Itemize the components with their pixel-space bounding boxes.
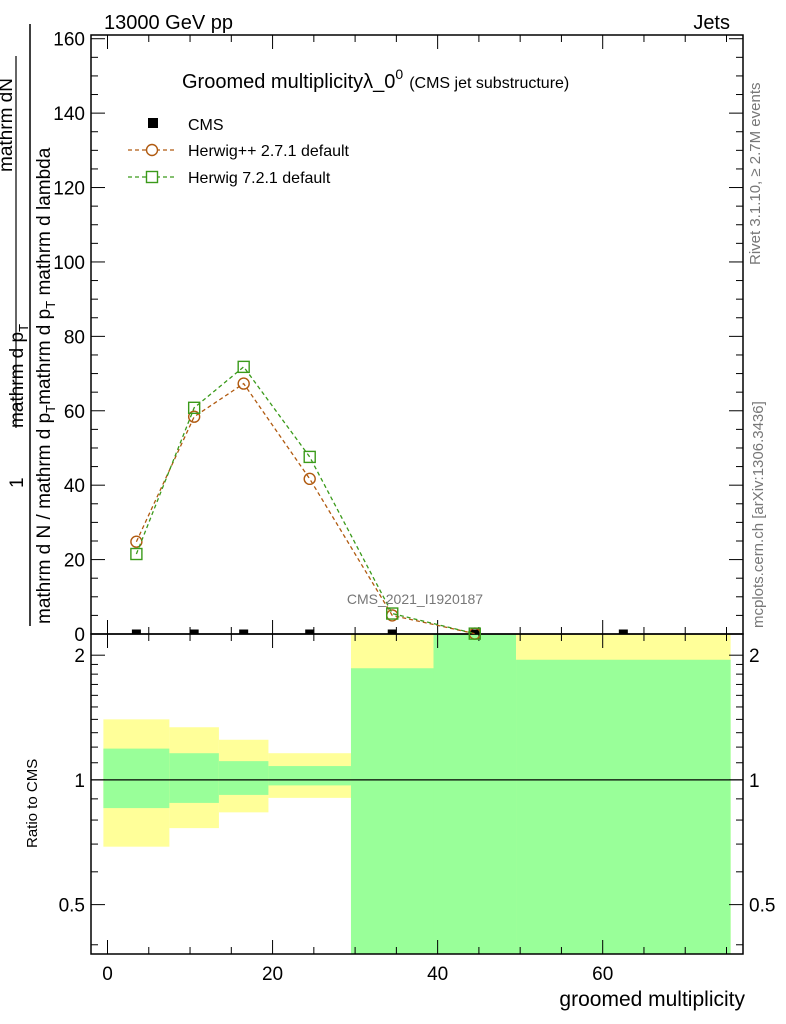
ratio-bands xyxy=(103,634,731,954)
series-0-point-1 xyxy=(189,629,199,635)
header-process: Jets xyxy=(693,12,730,34)
legend-marker-herwigpp xyxy=(145,143,159,157)
ratio-y-tick-label-left-0.5: 0.5 xyxy=(59,896,85,917)
main-y-axis-label: mathrm d N / mathrm d pTmathrm d pT math… xyxy=(0,24,58,626)
series-1-point-1 xyxy=(187,410,201,423)
series-2-point-2 xyxy=(237,360,250,374)
main-y-tick-label-100: 100 xyxy=(53,253,85,274)
series-0-point-0 xyxy=(131,629,141,635)
x-tick-label-60: 60 xyxy=(592,964,613,985)
y-label-denominator: mathrm d N / mathrm d pTmathrm d pT math… xyxy=(34,147,58,624)
series-2-point-5 xyxy=(468,627,481,640)
y-label-mid: mathrm d pT xyxy=(7,324,31,428)
y-label-denom-second-sub: T xyxy=(43,301,58,309)
y-label-denom-sub: T xyxy=(43,405,58,413)
series-0-point-5 xyxy=(470,629,480,635)
y-label-mid-sub: T xyxy=(16,324,31,332)
series-0-point-3 xyxy=(305,629,315,635)
series-1-point-2 xyxy=(237,377,250,390)
rivet-label: Rivet 3.1.10, ≥ 2.7M events xyxy=(747,83,764,266)
main-y-tick-label-40: 40 xyxy=(64,476,85,497)
y-label-denom-second: mathrm d p xyxy=(34,309,55,405)
y-label-denom-main: mathrm d N / mathrm d p xyxy=(34,413,55,624)
ratio-y-axis-label: Ratio to CMS xyxy=(24,759,41,848)
ratio-y-tick-label-right-2: 2 xyxy=(749,646,760,667)
series-0-point-4 xyxy=(387,629,397,635)
x-axis-ticks: 0 20 40 60 xyxy=(102,35,727,985)
ratio-y-tick-label-left-2: 2 xyxy=(74,646,85,667)
ratio-band-green-3 xyxy=(268,766,351,786)
main-y-tick-label-160: 160 xyxy=(53,30,85,51)
ratio-y-tick-label-right-1: 1 xyxy=(749,771,760,792)
x-tick-label-40: 40 xyxy=(427,964,448,985)
legend-marker-cms xyxy=(148,118,158,128)
chart-title: Groomed multiplicityλ_00 (CMS jet substru… xyxy=(182,66,569,93)
ratio-y-tick-label-left-1: 1 xyxy=(74,771,85,792)
y-label-one: 1 xyxy=(7,477,28,488)
ratio-band-green-5 xyxy=(433,634,517,954)
chart-subtitle: (CMS jet substructure) xyxy=(409,75,569,92)
y-label-numerator: mathrm dN xyxy=(0,78,17,172)
main-y-tick-label-20: 20 xyxy=(64,551,85,572)
header-energy: 13000 GeV pp xyxy=(104,12,233,34)
series-line-1 xyxy=(135,382,475,635)
series-layer xyxy=(130,360,628,640)
chart-title-symbol: λ_0 xyxy=(363,71,395,93)
y-label-denom-tail: mathrm d lambda xyxy=(34,147,55,301)
legend: CMS Herwig++ 2.7.1 default Herwig 7.2.1 … xyxy=(128,117,350,187)
series-2-point-0 xyxy=(130,547,143,561)
main-y-tick-label-0: 0 xyxy=(74,625,85,646)
ratio-band-green-4 xyxy=(350,668,434,954)
mcplots-label: mcplots.cern.ch [arXiv:1306.3436] xyxy=(750,401,767,628)
ratio-band-green-1 xyxy=(169,753,219,803)
series-2-point-1 xyxy=(187,401,201,414)
series-0-point-6 xyxy=(618,629,628,635)
ratio-band-green-2 xyxy=(218,761,269,795)
legend-label-cms: CMS xyxy=(188,117,224,134)
main-y-tick-label-120: 120 xyxy=(53,179,85,200)
ratio-band-green-6 xyxy=(516,659,731,954)
chart-title-superscript: 0 xyxy=(395,66,403,82)
ratio-band-green-0 xyxy=(103,748,170,809)
x-tick-label-0: 0 xyxy=(102,964,113,985)
main-y-tick-label-60: 60 xyxy=(64,402,85,423)
main-y-tick-label-80: 80 xyxy=(64,327,85,348)
series-1-point-3 xyxy=(303,472,316,486)
chart-title-text: Groomed multiplicity xyxy=(182,71,363,93)
series-1-point-0 xyxy=(130,535,143,548)
series-0-point-2 xyxy=(239,629,249,635)
x-tick-label-20: 20 xyxy=(262,964,283,985)
series-2-point-4 xyxy=(386,607,399,620)
series-2-point-3 xyxy=(303,450,316,464)
analysis-watermark: CMS_2021_I1920187 xyxy=(347,591,483,607)
main-y-tick-label-140: 140 xyxy=(53,104,85,125)
legend-label-herwigpp: Herwig++ 2.7.1 default xyxy=(188,143,350,160)
x-axis-label: groomed multiplicity xyxy=(559,988,745,1011)
y-label-mid-text: mathrm d p xyxy=(7,332,28,428)
ratio-y-tick-label-right-0.5: 0.5 xyxy=(749,896,775,917)
main-y-axis-ticks: 0 20 40 60 80 100 120 140 160 xyxy=(53,30,743,646)
ratio-y-axis-ticks: 0.5 0.5 1 1 2 2 xyxy=(59,646,775,946)
legend-label-herwig7: Herwig 7.2.1 default xyxy=(188,170,331,187)
ratio-panel-frame xyxy=(90,633,744,955)
legend-marker-herwig7 xyxy=(145,170,159,184)
